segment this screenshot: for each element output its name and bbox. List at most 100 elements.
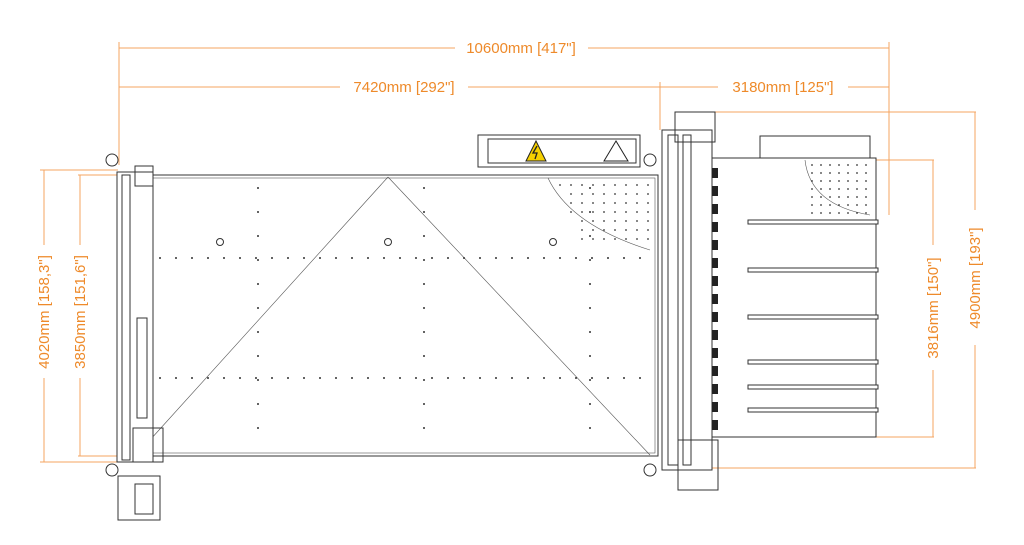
hole [625,184,627,186]
dimension-table-length: 7420mm [292"] 3180mm [125"] [119,79,889,130]
hole [625,202,627,204]
hole [575,377,577,379]
hole [647,229,649,231]
hole [581,211,583,213]
hole [399,257,401,259]
hole [636,238,638,240]
hole [423,427,425,429]
hole [239,257,241,259]
loading-table [711,135,879,438]
hole [811,212,813,214]
hole [383,257,385,259]
roller [712,204,718,214]
hole [570,202,572,204]
hole [175,377,177,379]
hole [423,307,425,309]
hole [603,184,605,186]
hole [223,257,225,259]
hole [581,238,583,240]
hole [589,427,591,429]
hole [625,220,627,222]
hole [811,188,813,190]
hole [581,193,583,195]
hole [639,257,641,259]
hole [603,211,605,213]
hole [319,377,321,379]
hole [257,307,259,309]
hole [223,377,225,379]
hole [589,307,591,309]
hole [575,257,577,259]
hole [463,377,465,379]
hole [423,211,425,213]
hole [570,193,572,195]
hole [847,172,849,174]
hole [623,257,625,259]
hole [811,196,813,198]
hole [543,257,545,259]
hole [589,211,591,213]
hole [623,377,625,379]
hole [159,257,161,259]
control-cabinet [477,134,641,168]
support-rail [747,359,879,365]
hole [589,355,591,357]
hole [257,403,259,405]
hole [865,164,867,166]
hole [636,229,638,231]
support-rail [747,219,879,225]
hole [335,257,337,259]
hole [581,184,583,186]
hole [614,238,616,240]
hole [865,180,867,182]
hole [592,211,594,213]
roller [712,276,718,286]
dim-label-loader-table-width: 3816mm [150"] [925,257,942,358]
hole [447,257,449,259]
hole [591,377,593,379]
hole [639,377,641,379]
hole [479,257,481,259]
hole [495,257,497,259]
roller [712,186,718,196]
roller [712,258,718,268]
hole [865,212,867,214]
hole [367,377,369,379]
hole [614,184,616,186]
hole [257,259,259,261]
high-voltage-warning-icon [525,139,547,162]
hole [856,188,858,190]
hole [856,180,858,182]
hole [607,377,609,379]
hole [581,229,583,231]
hole [351,257,353,259]
hole [159,377,161,379]
hole [847,204,849,206]
hole [255,257,257,259]
dim-label-overall-length: 10600mm [417"] [466,40,576,57]
vacuum-holes [159,184,649,429]
dim-label-overall-width-right: 4900mm [193"] [967,227,984,328]
roller [712,312,718,322]
hole [495,377,497,379]
roller [712,402,718,412]
roller [712,168,718,178]
hole [271,257,273,259]
hole [856,204,858,206]
hole [257,355,259,357]
hole [570,184,572,186]
hole [255,377,257,379]
hole [257,211,259,213]
clamp [384,238,392,246]
hole [257,331,259,333]
hole [614,202,616,204]
hole [625,238,627,240]
hole [856,212,858,214]
dimension-right-widths: 3816mm [150"] 4900mm [193"] [700,111,984,469]
hole [820,188,822,190]
hole [603,220,605,222]
hole [592,238,594,240]
hole [415,257,417,259]
hole [647,202,649,204]
